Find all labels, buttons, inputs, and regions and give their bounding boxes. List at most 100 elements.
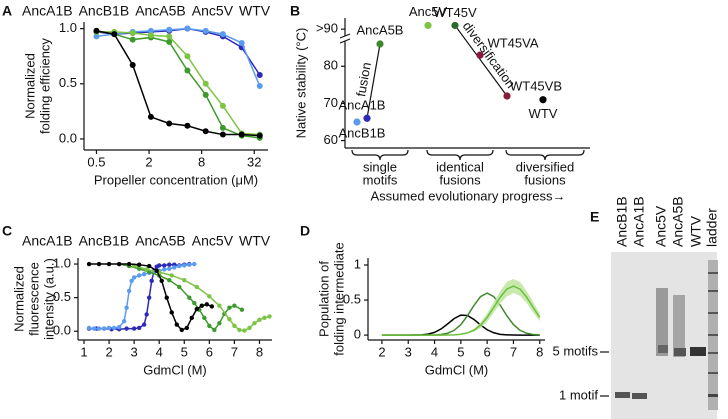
data-point — [194, 306, 200, 312]
series-line — [96, 31, 260, 136]
group-brace — [505, 149, 585, 161]
band — [381, 279, 540, 336]
lane-label: ladder — [704, 208, 720, 247]
x-axis-label: GdmCl (M) — [425, 362, 489, 377]
data-point — [167, 277, 172, 283]
data-point — [232, 323, 237, 329]
data-point — [129, 30, 136, 37]
data-point — [126, 288, 132, 294]
point-label: AncA5B — [357, 22, 404, 37]
data-point — [167, 266, 172, 271]
lane-label: Anc5V — [653, 205, 669, 247]
data-point — [126, 261, 132, 267]
data-point — [184, 25, 191, 32]
data-point — [237, 327, 242, 333]
data-point — [376, 40, 384, 48]
series-line — [381, 292, 540, 336]
connector — [366, 43, 381, 119]
data-point — [184, 67, 191, 74]
data-point — [157, 263, 162, 268]
legend-entry: AncA5B — [135, 3, 186, 19]
data-point — [144, 267, 149, 272]
data-point — [96, 326, 102, 331]
data-point — [187, 295, 192, 300]
data-point — [129, 62, 136, 69]
data-point — [182, 263, 187, 268]
data-point — [212, 327, 217, 333]
data-point — [424, 21, 432, 30]
data-point — [363, 114, 371, 122]
data-point — [227, 316, 232, 322]
group-label: fusions — [439, 172, 481, 187]
x-tick-label: 5 — [181, 344, 188, 359]
data-point — [192, 300, 197, 306]
x-tick-label: 4 — [156, 344, 163, 359]
data-point — [192, 261, 197, 267]
data-point — [184, 122, 191, 129]
series-line — [88, 263, 195, 330]
y-axis-label: folding intermediate — [331, 242, 346, 355]
group-brace — [351, 149, 409, 161]
panel-label: D — [300, 223, 310, 239]
data-point — [159, 278, 164, 284]
data-point — [124, 305, 129, 310]
data-point — [177, 263, 182, 269]
x-axis-label: GdmCl (M) — [143, 362, 207, 377]
point-label: WT45VA — [487, 36, 538, 51]
data-point — [238, 131, 245, 138]
y-tick-label: 0 — [354, 327, 361, 342]
legend-entry: AncA1B — [22, 3, 73, 19]
data-point — [91, 326, 97, 331]
data-point — [116, 325, 122, 330]
x-tick-label: 6 — [484, 344, 491, 359]
legend-entry: Anc5V — [192, 233, 234, 249]
data-point — [242, 328, 247, 333]
data-point — [539, 96, 547, 104]
data-point — [217, 303, 222, 308]
data-point — [131, 275, 137, 280]
data-point — [267, 314, 272, 319]
data-point — [219, 31, 226, 38]
data-point — [86, 261, 92, 267]
data-point — [124, 326, 129, 331]
data-point — [101, 326, 107, 331]
x-axis-label: Propeller concentration (μM) — [94, 172, 258, 187]
data-point — [256, 71, 263, 78]
data-point — [217, 320, 222, 326]
data-point — [111, 31, 118, 38]
axis-break — [339, 38, 351, 44]
data-point — [177, 284, 182, 290]
data-point — [232, 303, 237, 308]
data-point — [219, 131, 226, 138]
data-point — [503, 92, 511, 100]
lane-label: AncB1B — [614, 196, 630, 247]
y-axis-label: intensity (a.u.) — [41, 258, 56, 340]
data-point — [169, 273, 174, 278]
y-tick-label: 0.5 — [53, 289, 71, 304]
group-label: identical — [436, 159, 484, 174]
y-tick-label: 1.0 — [59, 20, 77, 35]
data-point — [147, 113, 154, 120]
x-tick-label: 3 — [405, 344, 412, 359]
legend-entry: AncA5B — [135, 233, 186, 249]
series-line — [133, 264, 270, 332]
lane-label: WTV — [688, 215, 704, 247]
data-point — [93, 27, 100, 34]
x-tick-label: 7 — [231, 344, 238, 359]
data-point — [239, 307, 245, 312]
data-point — [257, 317, 262, 323]
data-point — [146, 263, 152, 269]
y-tick-label: 0.5 — [343, 291, 361, 306]
group-label: motifs — [363, 172, 398, 187]
data-point — [262, 315, 267, 321]
data-point — [476, 51, 484, 59]
data-point — [166, 38, 173, 45]
gel-marker: 5 motifs — [552, 343, 598, 358]
y-tick-label: >90 — [316, 21, 338, 36]
data-point — [167, 262, 172, 267]
data-point — [202, 128, 209, 135]
data-point — [451, 21, 459, 30]
data-point — [93, 33, 100, 40]
y-axis-label: fluorescence — [26, 262, 41, 336]
